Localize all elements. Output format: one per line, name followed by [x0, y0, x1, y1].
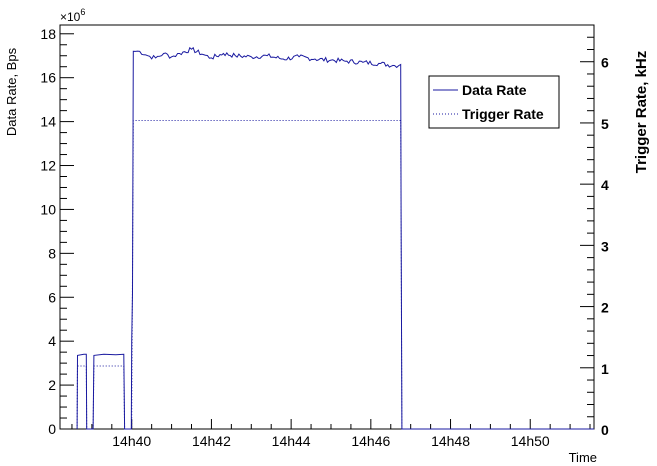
series-layer	[76, 46, 594, 430]
left-y-tick-label: 8	[48, 245, 56, 261]
right-y-tick-label: 1	[601, 361, 609, 377]
y-axis-title-right: Trigger Rate, kHz	[633, 51, 650, 174]
right-y-tick-label: 2	[601, 300, 609, 316]
right-y-axis: 0 1 2 3 4 5 6	[580, 24, 609, 438]
legend: Data Rate Trigger Rate	[428, 75, 560, 129]
left-y-tick-label: 10	[40, 201, 56, 217]
legend-label-data-rate: Data Rate	[462, 82, 527, 98]
series-data-rate	[76, 46, 594, 430]
right-y-tick-label: 6	[601, 55, 609, 71]
legend-label-trigger-rate: Trigger Rate	[462, 106, 544, 122]
left-y-axis: 0 2 4 6 8 10 12 14 16 18	[40, 26, 74, 437]
plot-frame	[59, 24, 595, 430]
left-y-tick-label: 14	[40, 114, 56, 130]
x-tick-label: 14h42	[192, 433, 231, 449]
right-y-tick-label: 4	[601, 177, 609, 193]
x-tick-label: 14h40	[112, 433, 151, 449]
x-axis: 14h40 14h42 14h44 14h46 14h48 14h50	[71, 419, 591, 449]
left-axis-multiplier: ×106	[60, 7, 85, 24]
left-y-tick-label: 4	[48, 333, 56, 349]
left-y-tick-label: 18	[40, 26, 56, 42]
left-y-tick-label: 2	[48, 377, 56, 393]
left-y-tick-label: 6	[48, 289, 56, 305]
x-tick-label: 14h44	[272, 433, 311, 449]
left-y-tick-label: 16	[40, 70, 56, 86]
left-y-tick-label: 0	[48, 421, 56, 437]
series-trigger-rate	[76, 120, 594, 430]
x-tick-label: 14h48	[431, 433, 470, 449]
legend-box	[428, 75, 560, 129]
x-tick-label: 14h50	[511, 433, 550, 449]
right-y-tick-label: 5	[601, 116, 609, 132]
x-axis-title: Time	[569, 450, 597, 465]
left-y-tick-label: 12	[40, 158, 56, 174]
x-tick-label: 14h46	[351, 433, 390, 449]
right-y-tick-label: 3	[601, 238, 609, 254]
right-y-tick-label: 0	[601, 422, 609, 438]
y-axis-title-left: Data Rate, Bps	[4, 47, 19, 136]
